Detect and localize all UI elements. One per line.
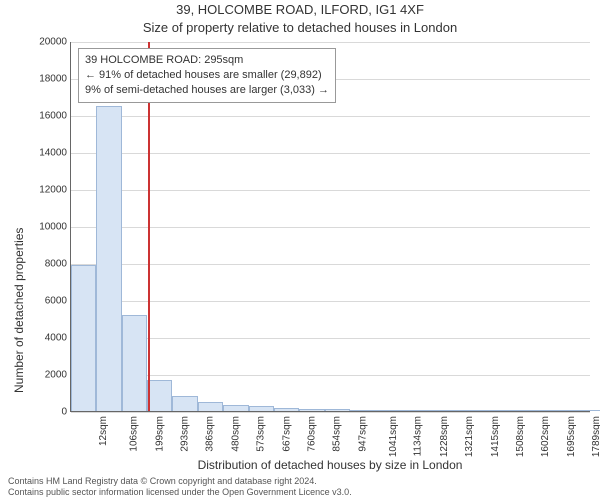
x-tick-label: 1789sqm [591,416,600,457]
x-tick-label: 854sqm [332,416,343,452]
x-tick-label: 1228sqm [439,416,450,457]
annotation-line2: ← 91% of detached houses are smaller (29… [85,68,329,83]
histogram-bar [96,106,121,411]
y-tick-label: 18000 [17,74,67,85]
annotation-box: 39 HOLCOMBE ROAD: 295sqm ← 91% of detach… [78,48,336,103]
histogram-bar [426,410,451,411]
x-tick-label: 106sqm [129,416,140,452]
histogram-bar [147,380,172,411]
y-tick-label: 16000 [17,111,67,122]
histogram-bar [274,408,299,411]
histogram-bar [172,396,197,411]
histogram-bar [502,410,527,411]
y-tick-label: 0 [17,407,67,418]
x-tick-label: 1415sqm [490,416,501,457]
x-tick-label: 1041sqm [388,416,399,457]
figure-root: 39, HOLCOMBE ROAD, ILFORD, IG1 4XF Size … [0,0,600,500]
histogram-bar [249,406,274,411]
title-line1: 39, HOLCOMBE ROAD, ILFORD, IG1 4XF [0,2,600,17]
histogram-bar [553,410,578,411]
y-tick-label: 20000 [17,37,67,48]
histogram-bar [578,410,600,411]
gridline-h [71,412,590,413]
x-tick-label: 573sqm [256,416,267,452]
x-tick-label: 1602sqm [540,416,551,457]
y-tick-label: 4000 [17,333,67,344]
x-axis-label: Distribution of detached houses by size … [70,458,590,472]
x-tick-label: 199sqm [154,416,165,452]
histogram-bar [528,410,553,411]
histogram-bar [299,409,324,411]
x-tick-label: 12sqm [98,416,109,446]
histogram-bar [350,410,375,411]
x-tick-label: 760sqm [306,416,317,452]
histogram-bar [223,405,248,411]
histogram-bar [325,409,350,411]
annotation-line1: 39 HOLCOMBE ROAD: 295sqm [85,53,329,68]
footer-line2: Contains public sector information licen… [8,487,592,498]
x-tick-label: 1508sqm [515,416,526,457]
y-tick-label: 2000 [17,370,67,381]
y-tick-label: 6000 [17,296,67,307]
x-tick-label: 1695sqm [566,416,577,457]
y-tick-label: 14000 [17,148,67,159]
histogram-bar [375,410,400,411]
y-axis-label: Number of detached properties [12,228,26,393]
x-tick-label: 667sqm [281,416,292,452]
histogram-bar [198,402,223,411]
y-tick-label: 8000 [17,259,67,270]
histogram-bar [122,315,147,411]
x-tick-label: 293sqm [180,416,191,452]
x-tick-label: 386sqm [205,416,216,452]
footer-line1: Contains HM Land Registry data © Crown c… [8,476,592,487]
x-tick-label: 1321sqm [464,416,475,457]
x-tick-label: 947sqm [357,416,368,452]
x-tick-label: 1134sqm [413,416,424,456]
annotation-line3: 9% of semi-detached houses are larger (3… [85,83,329,98]
histogram-bar [452,410,477,411]
title-line2: Size of property relative to detached ho… [0,20,600,35]
histogram-bar [71,265,96,411]
histogram-bar [401,410,426,411]
y-tick-label: 10000 [17,222,67,233]
x-tick-label: 480sqm [231,416,242,452]
footer-attribution: Contains HM Land Registry data © Crown c… [8,476,592,499]
histogram-bar [477,410,502,411]
y-tick-label: 12000 [17,185,67,196]
